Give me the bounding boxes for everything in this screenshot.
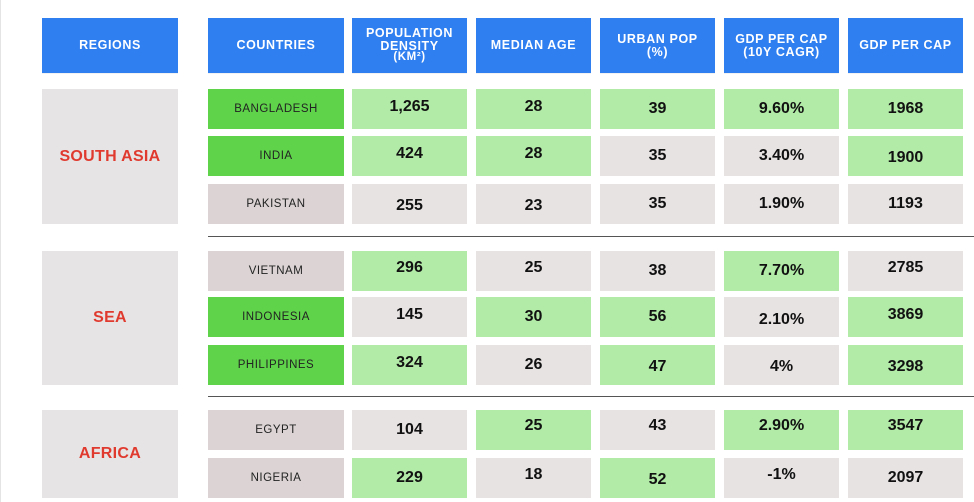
value-cell-urban-pop: 35	[600, 184, 715, 224]
region-cell: SEA	[42, 251, 178, 385]
header-median-age-line: MEDIAN AGE	[490, 38, 577, 53]
value-cell-median-age: 25	[476, 410, 591, 450]
header-population-density-line: POPULATION	[365, 26, 454, 41]
group-separator	[208, 396, 974, 397]
left-border	[0, 0, 1, 502]
header-urban-pop: URBAN POP (%)	[600, 18, 715, 73]
value-cell-gdp-per-cap: 2785	[848, 251, 963, 291]
header-population-density: POPULATION DENSITY (KM²)	[352, 18, 467, 73]
value-cell-median-age: 25	[476, 251, 591, 291]
value-cell-population-density: 255	[352, 184, 467, 224]
value-cell-population-density: 145	[352, 297, 467, 337]
header-gdp-per-cap-cagr: GDP PER CAP (10Y CAGR)	[724, 18, 839, 73]
value-cell-median-age: 28	[476, 136, 591, 176]
value-cell-gdp-per-cap: 2097	[848, 458, 963, 498]
country-cell: BANGLADESH	[208, 89, 344, 129]
header-regions-line: REGIONS	[79, 38, 141, 53]
value-cell-median-age: 23	[476, 184, 591, 224]
header-gdp-per-cap-cagr-line: (10Y CAGR)	[743, 44, 820, 59]
header-regions: REGIONS	[42, 18, 178, 73]
header-countries: COUNTRIES	[208, 18, 344, 73]
value-cell-gdp-per-cap: 3298	[848, 345, 963, 385]
value-cell-population-density: 229	[352, 458, 467, 498]
value-cell-urban-pop: 35	[600, 136, 715, 176]
header-urban-pop-line: URBAN POP	[617, 32, 698, 46]
value-cell-gdp-per-cap: 1968	[848, 89, 963, 129]
value-cell-gdp-per-cap: 3869	[848, 297, 963, 337]
country-cell: EGYPT	[208, 410, 344, 450]
value-cell-gdp-per-cap-cagr: 1.90%	[724, 184, 839, 224]
value-cell-gdp-per-cap-cagr: 2.10%	[724, 297, 839, 337]
value-cell-median-age: 30	[476, 297, 591, 337]
value-cell-urban-pop: 39	[600, 89, 715, 129]
region-cell: SOUTH ASIA	[42, 89, 178, 224]
value-cell-urban-pop: 56	[600, 297, 715, 337]
header-countries-line: COUNTRIES	[236, 38, 316, 53]
region-cell: AFRICA	[42, 410, 178, 498]
value-cell-gdp-per-cap-cagr: 7.70%	[724, 251, 839, 291]
value-cell-median-age: 26	[476, 345, 591, 385]
value-cell-gdp-per-cap: 3547	[848, 410, 963, 450]
header-gdp-per-cap: GDP PER CAP	[848, 18, 963, 73]
value-cell-urban-pop: 47	[600, 345, 715, 385]
header-gdp-per-cap-line: GDP PER CAP	[859, 38, 952, 53]
value-cell-urban-pop: 52	[600, 458, 715, 498]
value-cell-population-density: 296	[352, 251, 467, 291]
value-cell-gdp-per-cap-cagr: 4%	[724, 345, 839, 385]
value-cell-population-density: 104	[352, 410, 467, 450]
value-cell-gdp-per-cap: 1900	[848, 136, 963, 176]
country-cell: VIETNAM	[208, 251, 344, 291]
value-cell-population-density: 1,265	[352, 89, 467, 129]
value-cell-population-density: 324	[352, 345, 467, 385]
value-cell-urban-pop: 38	[600, 251, 715, 291]
country-cell: INDIA	[208, 136, 344, 176]
header-median-age: MEDIAN AGE	[476, 18, 591, 73]
value-cell-gdp-per-cap-cagr: 3.40%	[724, 136, 839, 176]
value-cell-population-density: 424	[352, 136, 467, 176]
value-cell-gdp-per-cap-cagr: 9.60%	[724, 89, 839, 129]
country-cell: NIGERIA	[208, 458, 344, 498]
group-separator	[208, 236, 974, 237]
header-urban-pop-line: (%)	[646, 44, 669, 59]
header-population-density-line: DENSITY	[380, 38, 439, 53]
header-gdp-per-cap-cagr-line: GDP PER CAP	[735, 32, 828, 46]
value-cell-gdp-per-cap-cagr: -1%	[724, 458, 839, 498]
value-cell-gdp-per-cap: 1193	[848, 184, 963, 224]
country-cell: PAKISTAN	[208, 184, 344, 224]
value-cell-gdp-per-cap-cagr: 2.90%	[724, 410, 839, 450]
value-cell-median-age: 18	[476, 458, 591, 498]
country-cell: INDONESIA	[208, 297, 344, 337]
country-cell: PHILIPPINES	[208, 345, 344, 385]
value-cell-urban-pop: 43	[600, 410, 715, 450]
header-population-density-line: (KM²)	[393, 51, 426, 64]
value-cell-median-age: 28	[476, 89, 591, 129]
